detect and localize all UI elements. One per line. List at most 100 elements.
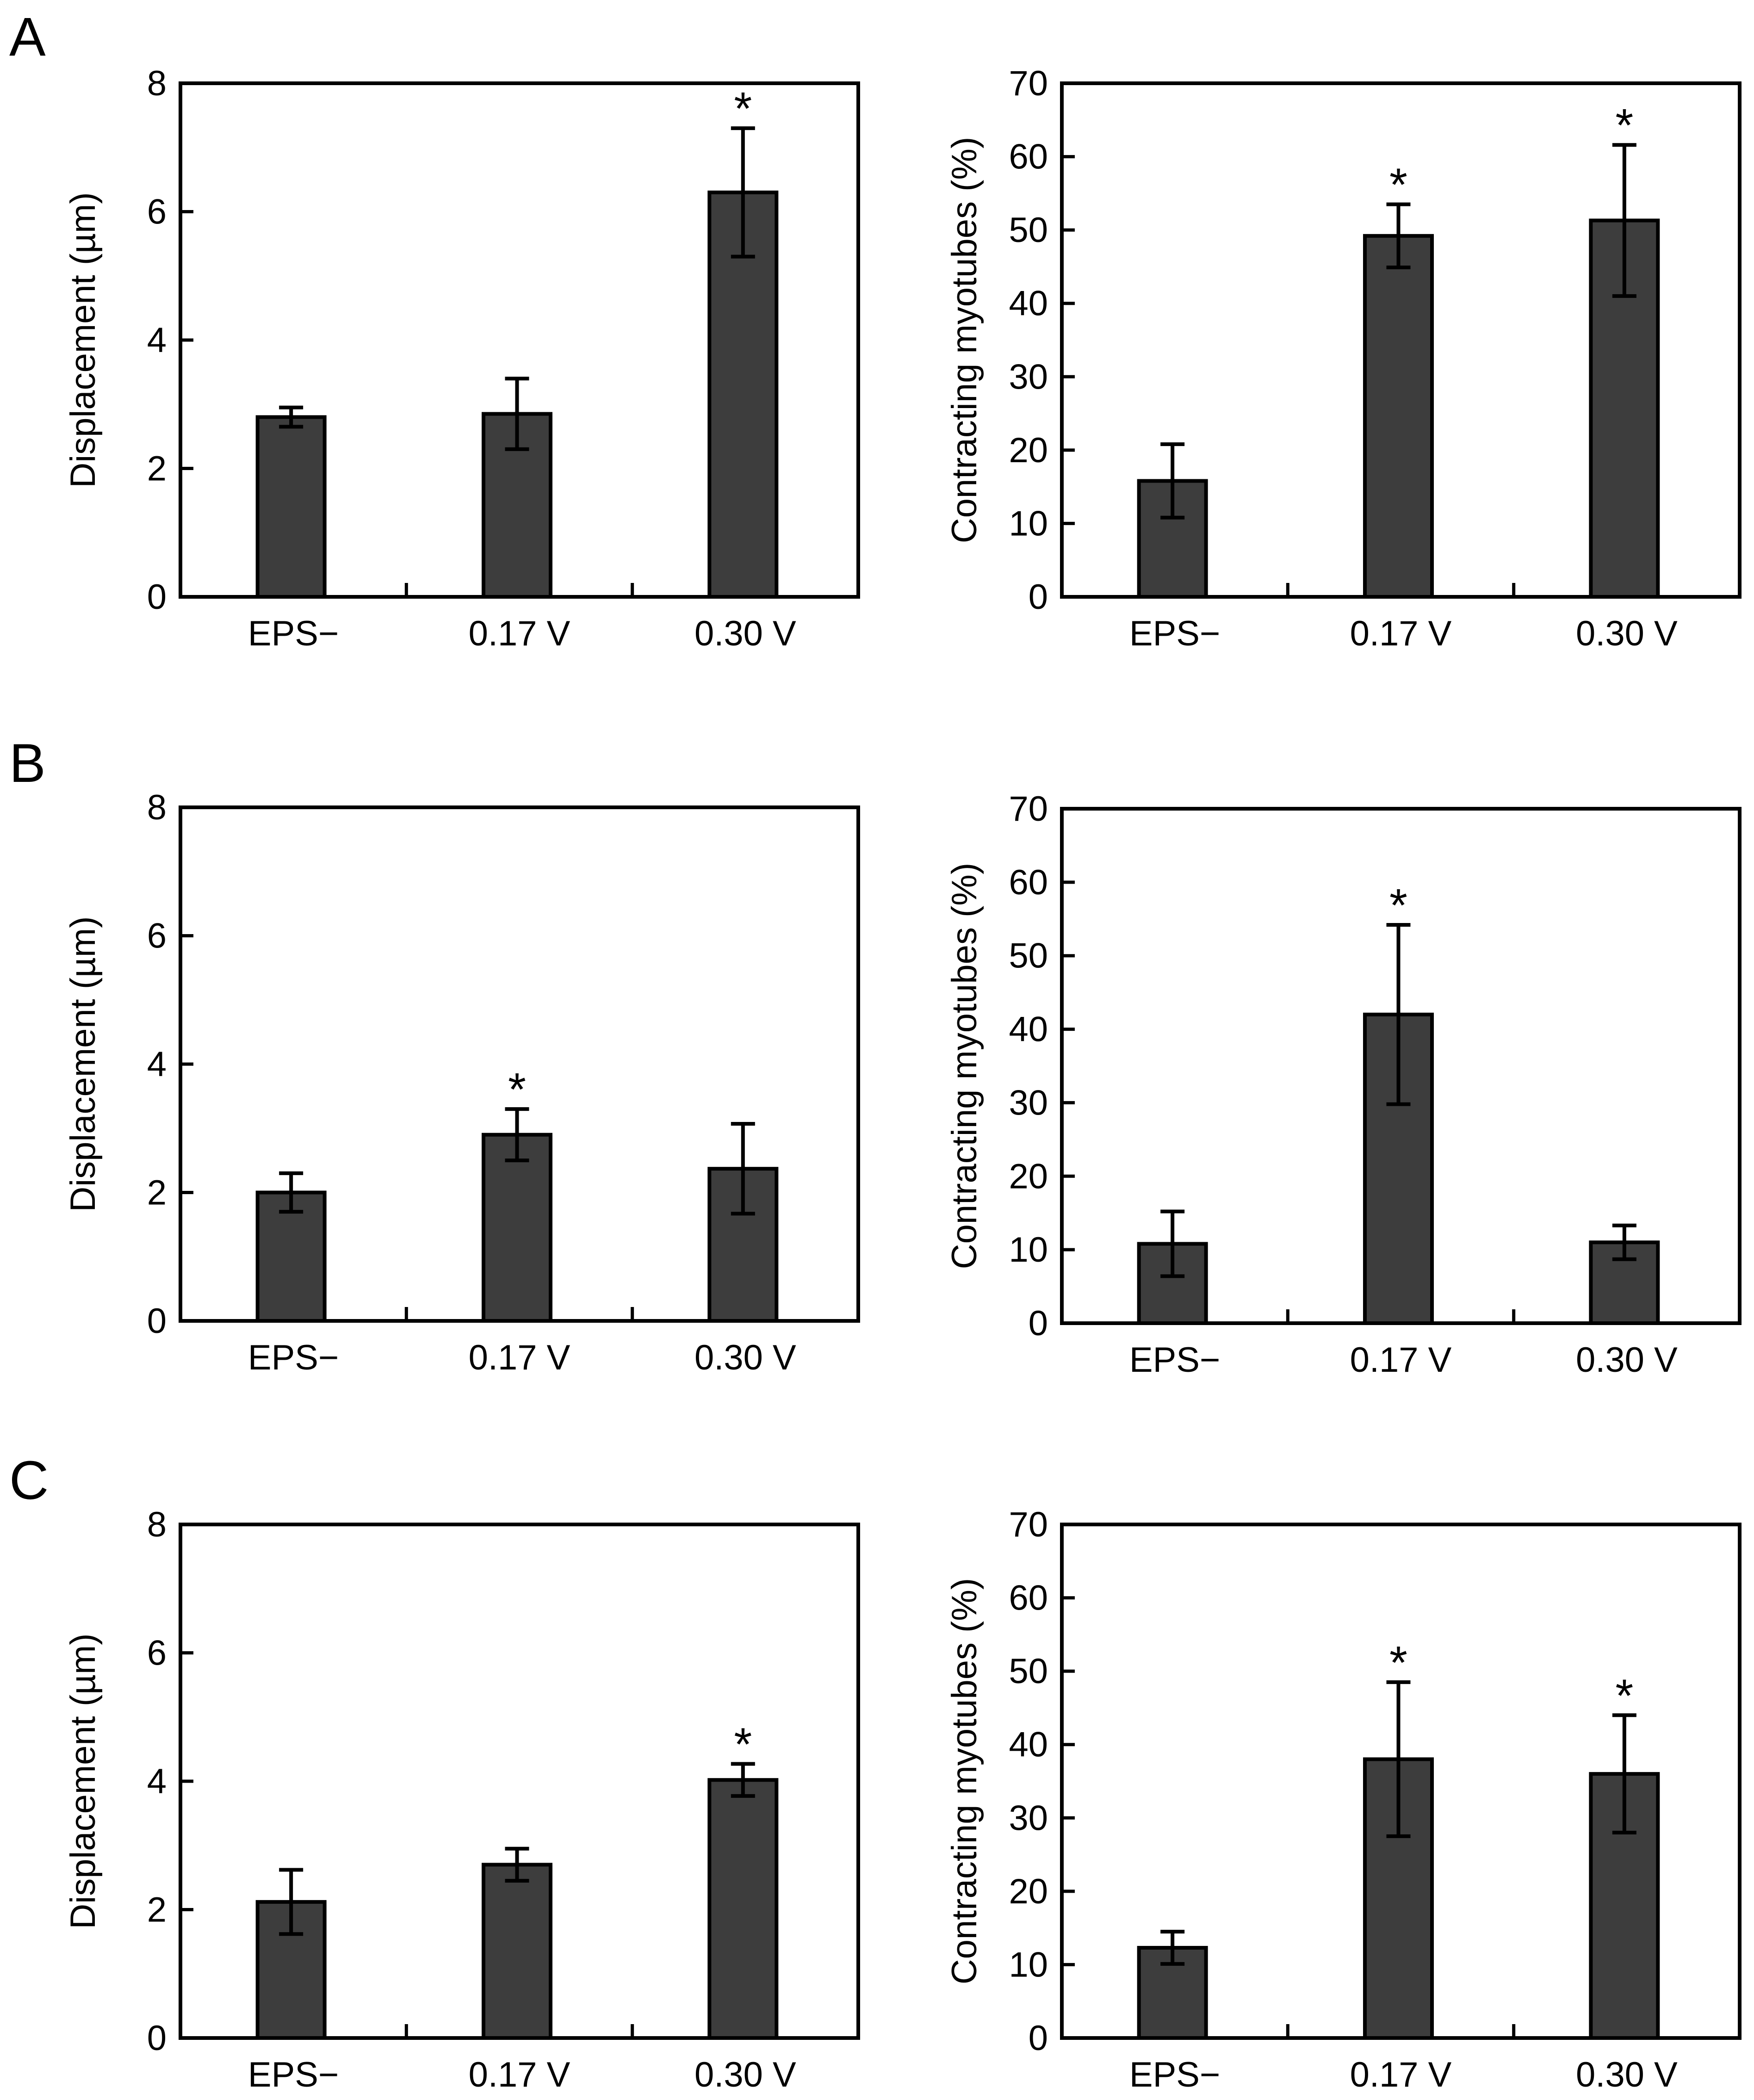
y-axis-label: Contracting myotubes (%)	[945, 137, 984, 544]
y-axis-label: Contracting myotubes (%)	[945, 863, 984, 1270]
error-bar-2	[1386, 1680, 1411, 1838]
error-bar-3	[731, 126, 755, 259]
error-bar-3	[1612, 143, 1636, 298]
y-tick-label: 70	[1009, 789, 1048, 829]
panel-label: A	[9, 6, 46, 68]
y-axis-label: Displacement (µm)	[63, 916, 103, 1212]
error-bar-3	[1612, 1713, 1636, 1834]
bar-2	[1363, 234, 1434, 599]
y-tick-label: 10	[1009, 1945, 1048, 1984]
significance-marker: *	[1389, 159, 1407, 211]
bar-1	[1137, 479, 1208, 599]
error-bar-1	[1160, 1930, 1185, 1966]
y-tick-label: 4	[147, 321, 167, 360]
chart-panel-1: A 0 2 4 6 8 Displacement (µm) EPS− 0.17 V * 0.30 V	[9, 6, 860, 653]
error-bar-2	[505, 1107, 529, 1163]
y-tick-label: 50	[1009, 1652, 1048, 1691]
x-category-label: EPS−	[248, 2055, 339, 2094]
y-tick-label: 50	[1009, 936, 1048, 976]
y-tick-label: 6	[147, 1634, 167, 1673]
y-tick-label: 20	[1009, 1157, 1048, 1196]
panel-label: B	[9, 733, 46, 794]
x-category-label: 0.30 V	[694, 1338, 796, 1377]
x-category-label: 0.17 V	[1350, 614, 1452, 653]
chart-panel-6: 0 10 20 30 40 50 60 70 Contracting myotubes (%) E…	[945, 1505, 1742, 2094]
x-category-label: 0.30 V	[1576, 2055, 1678, 2094]
x-category-label: 0.17 V	[469, 2055, 570, 2094]
x-category-label: EPS−	[1129, 1340, 1220, 1380]
y-tick-label: 6	[147, 917, 167, 956]
chart-panel-2: 0 10 20 30 40 50 60 70 Contracting myotubes (%) E…	[945, 64, 1742, 653]
y-tick-label: 8	[147, 64, 167, 103]
y-tick-label: 2	[147, 449, 167, 489]
y-tick-label: 20	[1009, 431, 1048, 470]
error-bar-1	[279, 1868, 304, 1936]
y-tick-label: 50	[1009, 211, 1048, 250]
y-tick-label: 4	[147, 1045, 167, 1084]
significance-marker: *	[1389, 1637, 1407, 1689]
y-axis-label: Displacement (µm)	[63, 192, 103, 488]
y-axis-label: Contracting myotubes (%)	[945, 1578, 984, 1985]
chart-panel-5: C 0 2 4 6 8 Displacement (µm) EPS− 0.17 V * 0.30 V	[9, 1450, 860, 2094]
y-tick-label: 40	[1009, 1725, 1048, 1765]
y-tick-label: 6	[147, 192, 167, 232]
y-tick-label: 70	[1009, 64, 1048, 103]
y-tick-label: 10	[1009, 504, 1048, 543]
significance-marker: *	[734, 83, 752, 135]
bar-1	[255, 1190, 327, 1323]
x-category-label: 0.17 V	[1350, 1340, 1452, 1380]
bar-3	[707, 190, 779, 599]
error-bar-1	[279, 1171, 304, 1214]
bar-1	[255, 415, 327, 599]
y-tick-label: 0	[147, 1301, 167, 1341]
y-tick-label: 0	[147, 577, 167, 617]
y-tick-label: 4	[147, 1762, 167, 1801]
y-tick-label: 2	[147, 1173, 167, 1213]
y-tick-label: 0	[1029, 577, 1048, 617]
chart-panel-4: 0 10 20 30 40 50 60 70 Contracting myotubes (%) E…	[945, 789, 1742, 1380]
x-category-label: 0.17 V	[469, 1338, 570, 1377]
error-bar-3	[1612, 1223, 1636, 1261]
error-bar-3	[731, 1762, 755, 1798]
y-tick-label: 0	[147, 2019, 167, 2058]
y-tick-label: 30	[1009, 357, 1048, 396]
x-category-label: EPS−	[248, 1338, 339, 1377]
y-tick-label: 8	[147, 788, 167, 827]
significance-marker: *	[1615, 1670, 1633, 1722]
x-category-label: 0.30 V	[694, 614, 796, 653]
y-tick-label: 40	[1009, 1010, 1048, 1049]
x-category-label: EPS−	[1129, 2055, 1220, 2094]
y-tick-label: 70	[1009, 1505, 1048, 1544]
y-tick-label: 10	[1009, 1230, 1048, 1270]
y-tick-label: 60	[1009, 863, 1048, 902]
error-bar-1	[1160, 1209, 1185, 1278]
x-category-label: EPS−	[1129, 614, 1220, 653]
y-axis-label: Displacement (µm)	[63, 1633, 103, 1929]
error-bar-3	[731, 1122, 755, 1216]
error-bar-1	[279, 405, 304, 429]
panel-label: C	[9, 1450, 49, 1511]
bar-2	[482, 1863, 552, 2040]
bar-3	[707, 1778, 779, 2040]
error-bar-2	[1386, 202, 1411, 270]
error-bar-1	[1160, 442, 1185, 520]
x-category-label: EPS−	[248, 614, 339, 653]
y-tick-label: 30	[1009, 1798, 1048, 1838]
significance-marker: *	[734, 1719, 752, 1771]
y-tick-label: 8	[147, 1505, 167, 1544]
y-tick-label: 20	[1009, 1872, 1048, 1911]
error-bar-2	[505, 377, 529, 451]
error-bar-2	[1386, 923, 1411, 1106]
x-category-label: 0.30 V	[694, 2055, 796, 2094]
significance-marker: *	[1615, 99, 1633, 151]
x-category-label: 0.30 V	[1576, 614, 1678, 653]
y-tick-label: 2	[147, 1890, 167, 1930]
bar-2	[482, 1133, 552, 1323]
y-tick-label: 30	[1009, 1083, 1048, 1122]
x-category-label: 0.30 V	[1576, 1340, 1678, 1380]
y-tick-label: 0	[1029, 1304, 1048, 1343]
chart-panel-3: B 0 2 4 6 8 Displacement (µm) EPS− * 0.17 V 0.30 V	[9, 733, 860, 1377]
error-bar-2	[505, 1846, 529, 1883]
x-category-label: 0.17 V	[469, 614, 570, 653]
